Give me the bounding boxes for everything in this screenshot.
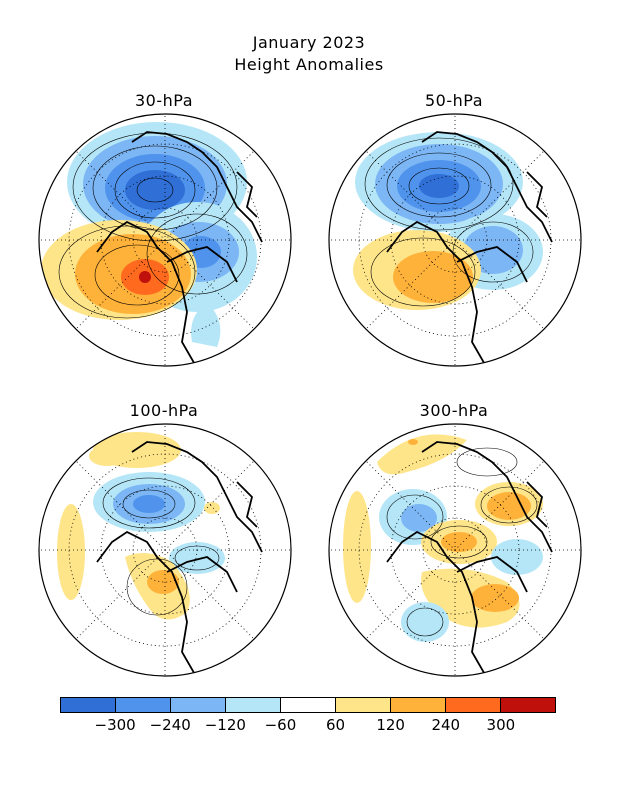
panel-title-100hpa: 100-hPa: [129, 401, 199, 420]
colorbar-swatch: [116, 698, 171, 712]
colorbar-swatch: [61, 698, 116, 712]
panel-title-50hpa: 50-hPa: [424, 91, 483, 110]
colorbar-swatch: [501, 698, 555, 712]
colorbar-swatch: [281, 698, 336, 712]
title-line-2: Height Anomalies: [234, 55, 384, 74]
colorbar-label: 60: [326, 716, 346, 734]
map-100hpa: [38, 423, 292, 677]
map-50hpa: [328, 113, 582, 367]
colorbar-label: 120: [376, 716, 405, 734]
colorbar-label: 240: [431, 716, 461, 734]
colorbar-swatch: [226, 698, 281, 712]
map-300hpa: [328, 423, 582, 677]
map-30hpa: [38, 113, 292, 367]
colorbar-swatch: [391, 698, 446, 712]
colorbar-label: 300: [486, 716, 516, 734]
colorbar-swatch: [336, 698, 391, 712]
colorbar-swatch: [171, 698, 226, 712]
colorbar-label: −120: [204, 716, 246, 734]
title-line-1: January 2023: [252, 33, 366, 52]
colorbar: [60, 697, 556, 713]
panel-title-30hpa: 30-hPa: [134, 91, 193, 110]
colorbar-label: −60: [264, 716, 297, 734]
colorbar-swatch: [446, 698, 501, 712]
colorbar-label: −240: [149, 716, 191, 734]
colorbar-label: −300: [94, 716, 136, 734]
panel-title-300hpa: 300-hPa: [419, 401, 489, 420]
